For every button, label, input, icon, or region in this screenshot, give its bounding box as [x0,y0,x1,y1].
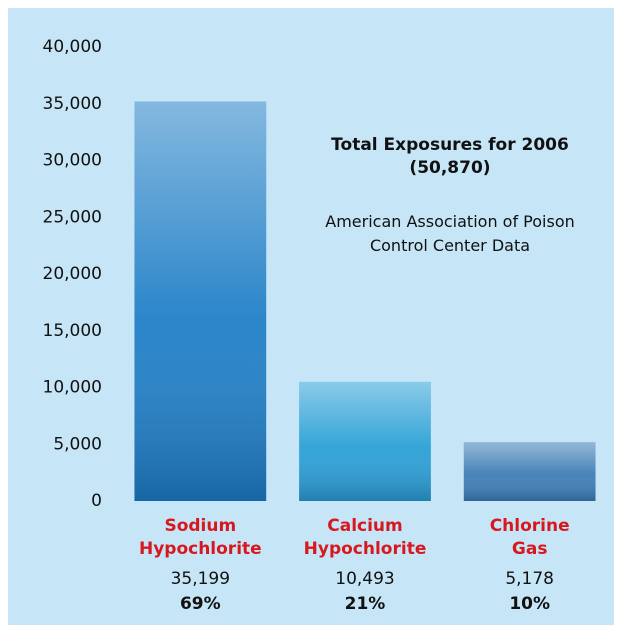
chart-background [8,8,614,625]
x-tick-label: Sodium Hypochlorite [139,516,262,559]
y-tick-label: 20,000 [43,264,102,284]
share-label: 10% [509,594,550,614]
y-tick-label: 0 [91,491,102,511]
y-tick-label: 25,000 [43,207,102,227]
bar [299,381,431,501]
y-tick-label: 35,000 [43,94,102,114]
y-tick-label: 40,000 [43,37,102,57]
annotation-subtitle: American Association of Poison Control C… [325,212,575,255]
bar [134,101,267,502]
x-tick-label: Calcium Hypochlorite [304,516,427,559]
share-label: 21% [345,594,386,614]
y-tick-label: 30,000 [43,151,102,171]
y-tick-label: 10,000 [43,378,102,398]
value-label: 5,178 [505,569,554,589]
annotation-title: Total Exposures for 2006 (50,870) [331,135,569,178]
share-label: 69% [180,594,221,614]
value-label: 35,199 [171,569,230,589]
x-tick-label: Chlorine Gas [490,516,570,559]
y-tick-label: 15,000 [43,321,102,341]
y-tick-label: 5,000 [53,434,102,454]
bar [463,442,596,501]
value-label: 10,493 [335,569,394,589]
